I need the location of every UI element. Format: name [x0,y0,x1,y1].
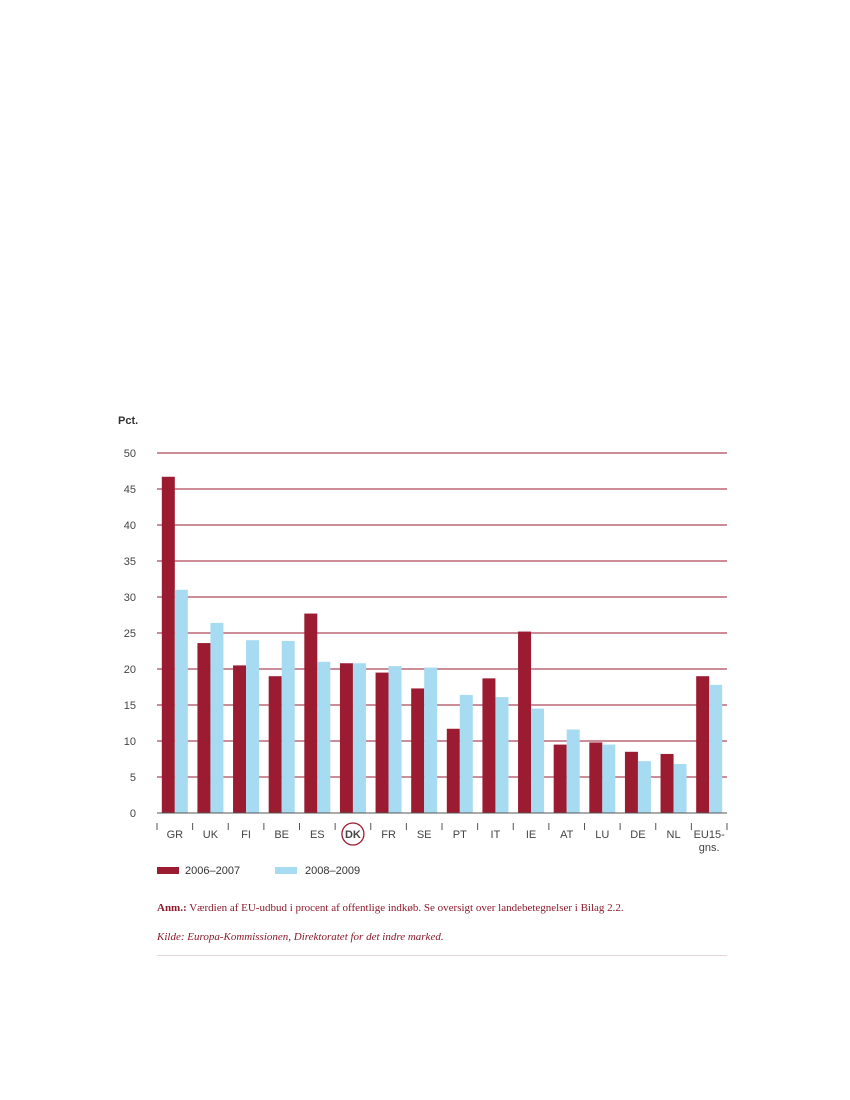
bar-de-2006-2007 [624,751,638,813]
x-tick-label: DK [345,829,361,841]
y-tick-label: 20 [124,664,136,676]
x-tick-label: BE [274,829,289,841]
bar-lu-2006-2007 [589,742,603,813]
y-tick-label: 50 [124,448,136,460]
x-axis [156,812,728,830]
x-tick-label: NL [667,829,681,841]
bar-fi-2006-2007 [233,665,247,813]
bar-at-2008-2009 [566,729,580,813]
bar-se-2006-2007 [411,688,425,813]
x-tick-label: UK [203,829,219,841]
chart-source: Kilde: Europa-Kommissionen, Direktoratet… [157,931,444,943]
bar-be-2006-2007 [268,676,282,813]
x-tick-label: LU [595,829,609,841]
bar-fr-2006-2007 [375,672,389,813]
x-tick-label: DE [630,829,645,841]
note-label: Anm.: [157,902,187,914]
highlight-circle [341,822,365,846]
legend: 2006–2007 2008–2009 [157,865,360,877]
x-tick-label: EU15-gns. [694,829,726,854]
gridlines [157,452,727,778]
y-tick-label: 5 [130,772,136,784]
bar-it-2006-2007 [482,678,496,813]
bar-es-2006-2007 [304,613,318,813]
note-text: Værdien af EU-udbud i procent af offentl… [186,902,624,914]
bar-gr-2006-2007 [161,476,175,813]
bar-ie-2006-2007 [518,631,532,813]
x-tick-label: GR [167,829,184,841]
bar-eu15-gns-2006-2007 [696,676,710,813]
bar-se-2008-2009 [424,667,438,813]
bar-de-2008-2009 [637,761,651,813]
bars [161,476,723,813]
legend-label-2008-2009: 2008–2009 [305,865,360,877]
x-tick-label: FR [381,829,396,841]
x-tick-label: PT [453,829,467,841]
y-axis-label: Pct. [118,415,138,427]
x-tick-label: SE [417,829,432,841]
y-tick-label: 15 [124,700,136,712]
x-tick-label: AT [560,829,574,841]
x-tick-label: IT [491,829,501,841]
x-tick-label: IE [526,829,536,841]
bar-pt-2006-2007 [446,728,460,813]
x-tick-label: FI [241,829,251,841]
bar-fr-2008-2009 [388,666,402,813]
bar-gr-2008-2009 [174,589,188,813]
bar-dk-2006-2007 [339,663,353,813]
legend-swatch-2008-2009 [275,867,297,874]
bar-pt-2008-2009 [459,694,473,813]
bar-uk-2008-2009 [210,622,224,813]
chart-note: Anm.: Værdien af EU-udbud i procent af o… [157,902,727,914]
bar-ie-2008-2009 [531,708,545,813]
bar-be-2008-2009 [281,640,295,813]
y-tick-label: 25 [124,628,136,640]
bar-es-2008-2009 [317,661,331,813]
y-tick-label: 35 [124,556,136,568]
y-tick-label: 0 [130,808,136,820]
y-tick-labels: 0 5 10 15 20 25 30 35 40 45 50 [124,448,136,820]
bar-it-2008-2009 [495,697,509,813]
x-tick-label: ES [310,829,325,841]
y-tick-label: 45 [124,484,136,496]
bar-fi-2008-2009 [246,640,260,813]
y-tick-label: 40 [124,520,136,532]
bar-nl-2008-2009 [673,764,687,813]
bar-at-2006-2007 [553,744,567,813]
bar-uk-2006-2007 [197,643,211,813]
divider [157,955,727,956]
bar-nl-2006-2007 [660,753,674,813]
y-tick-label: 30 [124,592,136,604]
y-tick-label: 10 [124,736,136,748]
legend-label-2006-2007: 2006–2007 [185,865,240,877]
bar-lu-2008-2009 [602,744,616,813]
bar-eu15-gns-2008-2009 [709,684,723,813]
legend-swatch-2006-2007 [157,867,179,874]
bar-dk-2008-2009 [352,663,366,813]
x-tick-labels: GR UK FI BE ES DK FR SE PT IT IE AT LU DE NL EU15-gns. [167,822,726,854]
